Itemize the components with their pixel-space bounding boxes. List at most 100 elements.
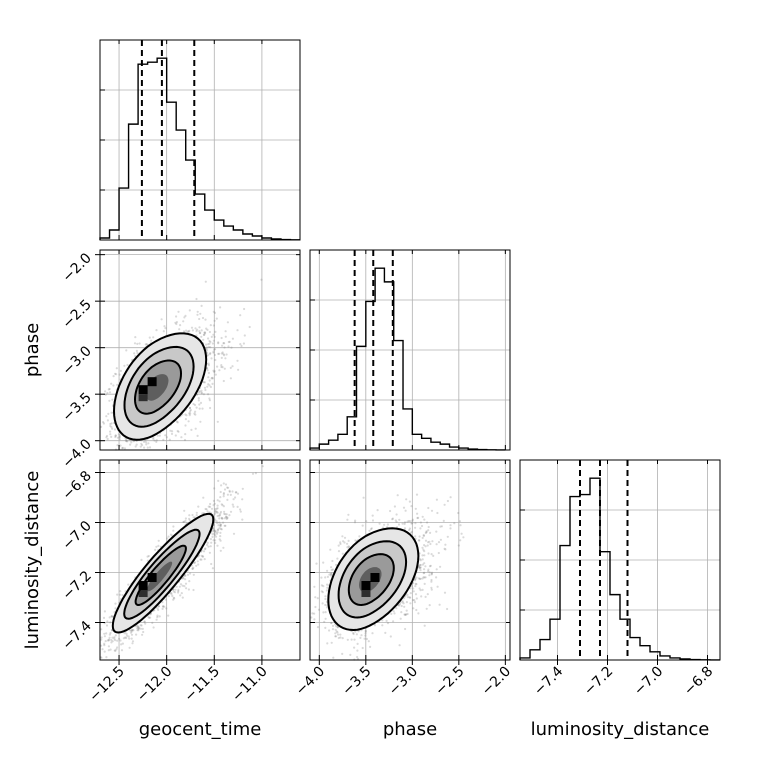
sample-point	[363, 637, 366, 640]
histogram-luminosity_distance	[519, 477, 720, 661]
sample-point	[219, 306, 222, 309]
sample-point	[334, 635, 337, 638]
sample-point	[173, 591, 177, 594]
sample-point	[356, 655, 359, 659]
sample-point	[342, 540, 345, 543]
sample-point	[200, 391, 203, 394]
sample-point	[239, 508, 242, 511]
sample-point	[214, 529, 217, 533]
sample-point	[213, 369, 216, 373]
sample-point	[422, 534, 426, 538]
sample-point	[231, 490, 234, 493]
sample-point	[225, 513, 228, 516]
sample-point	[105, 434, 109, 438]
sample-point	[221, 351, 224, 354]
sample-point	[229, 510, 233, 513]
sample-point	[314, 605, 317, 609]
sample-point	[213, 370, 216, 374]
sample-point	[184, 574, 187, 577]
sample-point	[139, 445, 142, 448]
sample-point	[251, 472, 255, 475]
sample-point	[106, 437, 109, 441]
sample-point	[116, 444, 119, 447]
sample-point	[222, 492, 225, 495]
sample-point	[413, 599, 416, 602]
sample-point	[109, 424, 112, 428]
sample-point	[219, 523, 222, 526]
sample-point	[316, 626, 320, 629]
panel-frame-phase-vs-luminosity_distance	[309, 459, 511, 661]
sample-point	[324, 603, 327, 607]
sample-point	[261, 465, 264, 468]
sample-point	[217, 342, 220, 345]
sample-point	[109, 621, 112, 624]
sample-point	[140, 558, 143, 562]
sample-point	[216, 507, 219, 510]
sample-point	[431, 540, 434, 543]
sample-point	[415, 597, 418, 600]
sample-point	[337, 550, 341, 553]
sample-point	[190, 326, 194, 329]
sample-point	[136, 629, 139, 632]
sample-point	[432, 554, 435, 558]
sample-point	[114, 634, 117, 637]
sample-point	[218, 538, 221, 541]
tick-label-x-luminosity_distance-1: −7.2	[581, 664, 616, 699]
sample-point	[197, 563, 200, 566]
sample-point	[197, 397, 200, 400]
sample-point	[395, 520, 398, 524]
sample-point	[125, 438, 128, 441]
sample-point	[171, 430, 174, 433]
sample-point	[213, 335, 216, 338]
sample-point	[420, 595, 423, 598]
sample-point	[417, 612, 420, 615]
sample-point	[411, 519, 414, 523]
sample-point	[131, 642, 134, 645]
sample-point	[208, 551, 211, 554]
sample-point	[125, 632, 128, 636]
sample-point	[126, 363, 129, 367]
sample-point	[336, 626, 339, 629]
sample-point	[404, 627, 407, 631]
sample-point	[124, 636, 127, 639]
contour-geocent_time-vs-phase-2	[112, 332, 208, 441]
sample-point	[353, 646, 356, 649]
sample-point	[209, 324, 212, 327]
sample-point	[171, 594, 174, 598]
sample-point	[182, 520, 186, 523]
sample-point	[153, 439, 156, 442]
sample-point	[196, 328, 199, 331]
sample-point	[107, 649, 110, 652]
sample-point	[110, 426, 113, 429]
sample-point	[210, 507, 214, 510]
sample-point	[136, 342, 139, 345]
sample-point	[175, 585, 178, 588]
sample-point	[405, 613, 408, 616]
sample-point	[178, 585, 181, 588]
sample-point	[320, 576, 323, 579]
sample-point	[410, 505, 413, 508]
sample-point	[426, 593, 429, 596]
sample-point	[217, 479, 220, 482]
sample-point	[219, 496, 222, 499]
sample-point	[310, 616, 313, 619]
sample-point	[166, 537, 169, 540]
sample-point	[218, 500, 221, 503]
sample-point	[331, 559, 334, 563]
sample-point	[187, 588, 190, 591]
sample-point	[229, 366, 232, 369]
tick-label-x-geocent_time-3: −11.0	[229, 664, 271, 706]
sample-point	[141, 444, 144, 447]
sample-point	[216, 544, 219, 547]
sample-point	[424, 576, 427, 579]
sample-point	[336, 557, 339, 560]
sample-point	[413, 579, 417, 582]
sample-point	[364, 634, 367, 637]
sample-point	[123, 364, 126, 367]
sample-point	[416, 516, 419, 520]
tick-label-y-luminosity_distance-0: −7.4	[59, 618, 94, 653]
sample-point	[105, 656, 108, 659]
sample-point	[423, 568, 426, 571]
sample-point	[420, 524, 424, 528]
sample-point	[132, 629, 135, 632]
